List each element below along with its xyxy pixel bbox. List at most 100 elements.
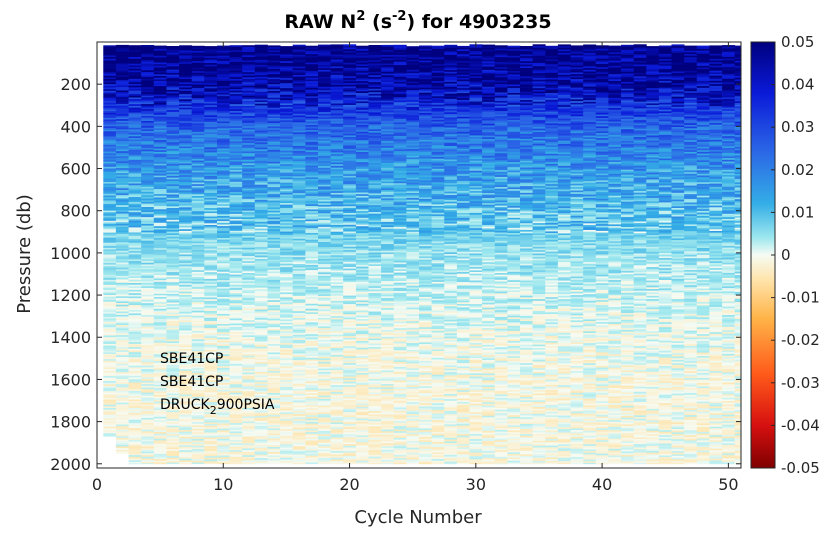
- heatmap-cell: [191, 258, 205, 261]
- heatmap-cell: [217, 264, 230, 267]
- heatmap-cell: [191, 270, 205, 273]
- heatmap-cell: [115, 345, 129, 348]
- heatmap-cell: [103, 337, 117, 340]
- heatmap-cell: [115, 125, 129, 128]
- heatmap-cell: [191, 106, 205, 109]
- heatmap-cell: [153, 221, 167, 224]
- heatmap-cell: [191, 61, 205, 64]
- heatmap-cell: [141, 220, 155, 223]
- heatmap-cell: [141, 203, 155, 206]
- heatmap-cell: [191, 352, 205, 355]
- heatmap-cell: [191, 460, 205, 463]
- heatmap-cell: [141, 456, 155, 459]
- heatmap-cell: [103, 323, 117, 326]
- heatmap-cell: [128, 456, 142, 459]
- heatmap-cell: [115, 193, 129, 196]
- heatmap-cell: [141, 385, 155, 388]
- heatmap-cell: [166, 457, 180, 460]
- heatmap-cell: [179, 359, 193, 362]
- heatmap-cell: [153, 77, 167, 80]
- heatmap-cell: [128, 107, 142, 110]
- heatmap-cell: [191, 273, 205, 276]
- heatmap-cell: [166, 363, 180, 366]
- heatmap-cell: [179, 188, 193, 191]
- heatmap-cell: [191, 346, 205, 349]
- heatmap-cell: [217, 253, 230, 256]
- heatmap-cell: [115, 409, 129, 412]
- heatmap-cell: [204, 231, 218, 234]
- heatmap-cell: [153, 440, 167, 443]
- heatmap-cell: [103, 214, 117, 217]
- heatmap-cell: [128, 365, 142, 368]
- heatmap-cell: [115, 191, 129, 194]
- heatmap-cell: [141, 166, 155, 169]
- heatmap-cell: [191, 363, 205, 366]
- heatmap-cell: [153, 113, 167, 116]
- heatmap-cell: [153, 167, 167, 170]
- heatmap-cell: [229, 436, 243, 439]
- heatmap-cell: [191, 54, 205, 57]
- heatmap-cell: [128, 60, 142, 63]
- heatmap-cell: [204, 451, 218, 454]
- heatmap-cell: [204, 155, 218, 158]
- heatmap-cell: [179, 153, 193, 156]
- heatmap-cell: [166, 160, 180, 163]
- heatmap-cell: [191, 223, 205, 226]
- heatmap-cell: [141, 412, 155, 415]
- heatmap-cell: [217, 153, 230, 156]
- heatmap-cell: [217, 411, 230, 414]
- heatmap-cell: [242, 183, 256, 186]
- heatmap-cell: [204, 245, 218, 248]
- heatmap-cell: [153, 224, 167, 227]
- heatmap-cell: [217, 286, 230, 289]
- heatmap-cell: [128, 416, 142, 419]
- heatmap-cell: [179, 97, 193, 100]
- heatmap-cell: [179, 63, 193, 66]
- heatmap-cell: [204, 392, 218, 395]
- heatmap-cell: [191, 190, 205, 193]
- heatmap-cell: [128, 230, 142, 233]
- heatmap-cell: [128, 461, 142, 464]
- heatmap-cell: [153, 455, 167, 458]
- heatmap-cell: [128, 151, 142, 154]
- heatmap-cell: [229, 45, 243, 48]
- heatmap-cell: [229, 153, 243, 156]
- heatmap-cell: [179, 90, 193, 93]
- heatmap-cell: [141, 252, 155, 255]
- heatmap-cell: [153, 197, 167, 200]
- heatmap-cell: [166, 121, 180, 124]
- heatmap-cell: [229, 217, 243, 220]
- heatmap-cell: [128, 176, 142, 179]
- heatmap-cell: [217, 217, 230, 220]
- heatmap-cell: [141, 144, 155, 147]
- heatmap-cell: [191, 246, 205, 249]
- heatmap-cell: [166, 305, 180, 308]
- heatmap-cell: [229, 200, 243, 203]
- heatmap-cell: [217, 447, 230, 450]
- heatmap-cell: [229, 53, 243, 56]
- heatmap-cell: [141, 68, 155, 71]
- heatmap-cell: [242, 190, 256, 193]
- heatmap-cell: [229, 161, 243, 164]
- heatmap-cell: [179, 175, 193, 178]
- heatmap-cell: [103, 165, 117, 168]
- heatmap-cell: [229, 102, 243, 105]
- heatmap-cell: [229, 451, 243, 454]
- heatmap-cell: [179, 52, 193, 55]
- heatmap-cell: [191, 427, 205, 430]
- heatmap-cell: [179, 298, 193, 301]
- heatmap-cell: [128, 421, 142, 424]
- heatmap-cell: [204, 157, 218, 160]
- heatmap-cell: [141, 45, 155, 48]
- heatmap-cell: [128, 350, 142, 353]
- heatmap-cell: [204, 56, 218, 59]
- heatmap-cell: [217, 145, 230, 148]
- heatmap-cell: [153, 187, 167, 190]
- heatmap-cell: [115, 115, 129, 118]
- heatmap-cell: [179, 136, 193, 139]
- heatmap-cell: [128, 197, 142, 200]
- heatmap-cell: [179, 360, 193, 363]
- heatmap-cell: [179, 296, 193, 299]
- heatmap-cell: [166, 57, 180, 60]
- heatmap-cell: [204, 137, 218, 140]
